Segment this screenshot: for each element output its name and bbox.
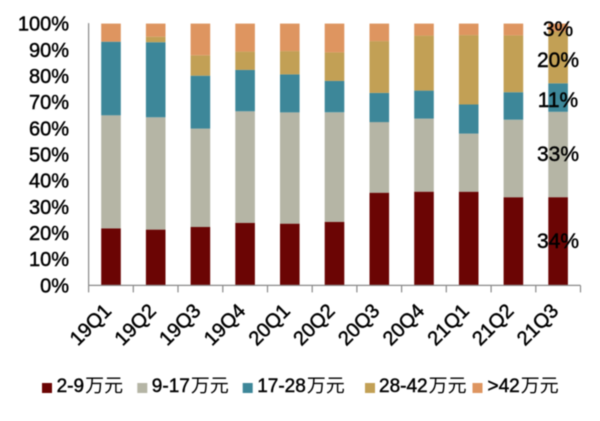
svg-text:70%: 70%	[29, 92, 69, 114]
svg-text:9-17: 9-17	[152, 376, 190, 397]
svg-text:2-9: 2-9	[57, 376, 84, 397]
svg-text:>42: >42	[488, 376, 520, 397]
svg-text:80%: 80%	[29, 66, 69, 88]
svg-text:28-42: 28-42	[379, 376, 428, 397]
svg-text:60%: 60%	[29, 118, 69, 140]
svg-text:10%: 10%	[29, 249, 69, 271]
svg-text:100%: 100%	[18, 14, 69, 36]
svg-text:17-28: 17-28	[257, 376, 306, 397]
svg-text:30%: 30%	[29, 197, 69, 219]
svg-text:3%: 3%	[543, 18, 573, 41]
svg-text:33%: 33%	[537, 143, 579, 166]
svg-text:40%: 40%	[29, 171, 69, 193]
svg-text:11%: 11%	[538, 89, 578, 112]
svg-text:50%: 50%	[29, 145, 69, 167]
svg-text:90%: 90%	[29, 40, 69, 62]
svg-text:20%: 20%	[537, 49, 579, 72]
svg-text:0%: 0%	[40, 275, 69, 297]
svg-text:34%: 34%	[537, 230, 579, 253]
svg-text:20%: 20%	[29, 223, 69, 245]
